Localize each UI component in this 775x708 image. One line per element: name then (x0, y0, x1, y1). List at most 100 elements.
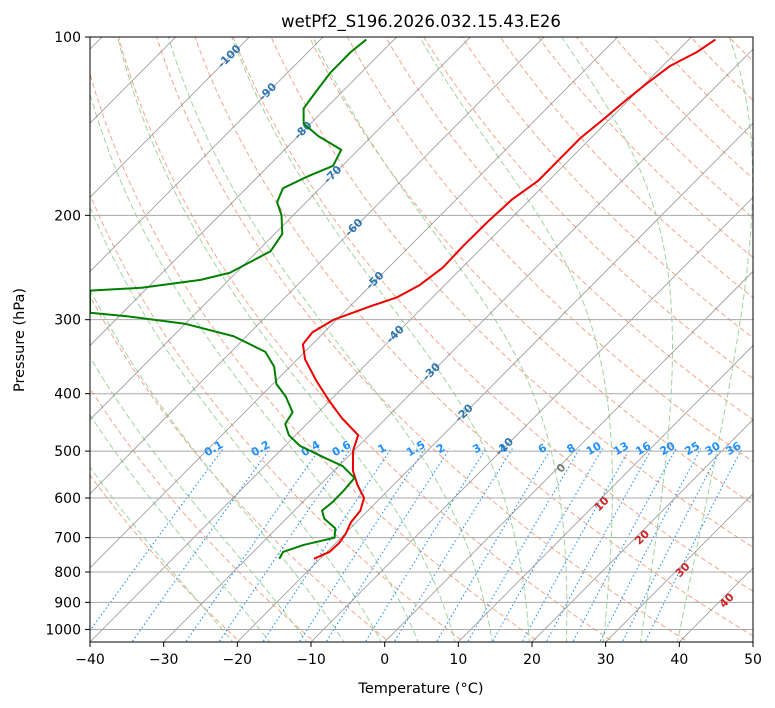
mixing-ratio-label: 25 (682, 439, 702, 458)
mixing-ratio-line (572, 448, 677, 642)
mixing-ratio-line (298, 448, 426, 642)
mixing-ratio-line (466, 448, 581, 642)
x-tick-label: 20 (523, 652, 541, 668)
dry-adiabat-line (90, 474, 241, 642)
mixing-ratio-label: 0.1 (202, 438, 225, 459)
line-annotations: 0.1 0.2 0.4 0.6 1 1.5 2 3 4 6 8 10 13 16 20 25 30 36-100-… (202, 42, 744, 611)
dry-adiabat-line (118, 37, 615, 642)
x-tick-label: 40 (670, 652, 688, 668)
isotherm-line (90, 37, 472, 421)
dry-adiabat-line (754, 24, 775, 645)
dry-adiabat-line (90, 295, 391, 642)
isotherm-line (752, 641, 753, 642)
x-tick-label: −30 (149, 652, 179, 668)
moist-adiabat-line (90, 466, 234, 642)
isotherm-line (531, 419, 753, 642)
moist-adiabat-line (312, 37, 568, 642)
mixing-ratio-label: 10 (584, 439, 604, 458)
profiles (90, 38, 716, 560)
mixing-ratio-label: 16 (633, 439, 653, 458)
isotherm-line (90, 37, 619, 569)
mixing-ratio-label: 13 (611, 439, 631, 458)
chart-title: wetPf2_S196.2026.032.15.43.E26 (281, 12, 561, 32)
x-axis: −40 −30 −20 −10 0 10 20 30 40 50 (75, 642, 762, 668)
moist-adiabat-line (676, 37, 753, 642)
x-tick-label: −40 (75, 652, 105, 668)
mixing-ratio-label: 8 (564, 441, 577, 456)
y-tick-label: 900 (54, 595, 81, 611)
mixing-ratio-line (599, 448, 702, 642)
dry-adiabat-line (308, 37, 753, 505)
dry-adiabat-line (575, 37, 753, 219)
temperature-profile-line (301, 38, 716, 560)
mixing-ratio-line (185, 448, 321, 642)
x-tick-label: −10 (296, 652, 326, 668)
x-tick-label: 10 (449, 652, 467, 668)
mixing-ratio-label: 6 (536, 441, 549, 456)
moist-adiabat-line (231, 37, 530, 642)
y-tick-label: 300 (54, 313, 81, 329)
dry-adiabat-line (728, 37, 753, 63)
moist-adiabat-line (167, 37, 493, 642)
plot-frame (89, 36, 754, 643)
y-tick-label: 600 (54, 491, 81, 507)
pressure-gridlines (90, 37, 753, 630)
dry-adiabat-line (652, 37, 753, 140)
y-tick-label: 700 (54, 531, 81, 547)
mixing-ratio-label: 20 (658, 439, 678, 458)
mixing-ratio-label: 30 (703, 439, 723, 458)
mixing-ratio-line (218, 448, 352, 642)
x-tick-label: 0 (380, 652, 389, 668)
dry-adiabat-line (270, 37, 753, 548)
y-axis: 1000 900 800 700 600 500 400 300 200 100 (45, 30, 90, 638)
y-axis-title: Pressure (hPa) (12, 288, 28, 392)
background-lines (90, 24, 775, 645)
moist-adiabat-line (561, 37, 673, 642)
isotherm-line (605, 493, 753, 642)
x-tick-label: 30 (597, 652, 615, 668)
y-tick-label: 800 (54, 565, 81, 581)
mixing-ratio-label: 0.2 (249, 438, 272, 459)
dewpoint-profile-line (90, 38, 367, 560)
mixing-ratio-label: 2 (434, 441, 447, 456)
y-tick-label: 400 (54, 387, 81, 403)
mixing-ratio-line (364, 448, 487, 642)
mixing-ratio-line (621, 448, 722, 642)
x-tick-label: 50 (744, 652, 762, 668)
y-tick-label: 1000 (45, 622, 81, 638)
mixing-ratio-line (521, 448, 631, 642)
y-tick-label: 100 (54, 30, 81, 46)
mixing-ratio-line (393, 448, 513, 642)
isotherm-line (90, 37, 545, 495)
dry-adiabat-line (499, 37, 753, 299)
x-tick-label: −20 (223, 652, 253, 668)
dry-adiabat-line (156, 37, 690, 642)
mixing-ratio-line (435, 448, 552, 642)
y-tick-label: 500 (54, 444, 81, 460)
dry-adiabat-line (90, 387, 316, 642)
moist-adiabat-line (117, 37, 456, 642)
dry-adiabat-line (461, 37, 753, 339)
isotherm-label: -90 (256, 80, 279, 103)
dry-adiabat-line (385, 37, 753, 421)
mixing-ratio-line (491, 448, 603, 642)
moist-adiabat-line (419, 37, 613, 642)
mixing-ratio-label: 36 (724, 439, 744, 458)
dry-adiabat-line (346, 37, 753, 463)
mixing-ratio-line (644, 448, 743, 642)
wetbulb-label: 40 (717, 590, 737, 610)
y-tick-label: 200 (54, 208, 81, 224)
moist-adiabat-line (90, 414, 271, 642)
dry-adiabat-line (613, 37, 753, 180)
wetbulb-label: 30 (673, 560, 693, 580)
isotherm-line (457, 344, 753, 642)
moist-adiabat-line (90, 92, 419, 642)
moist-adiabat-line (90, 356, 308, 642)
isotherm-line (384, 270, 753, 642)
mixing-ratio-label: 1.5 (404, 438, 427, 459)
isotherm-label: -30 (420, 360, 443, 383)
mixing-ratio-line (325, 448, 451, 642)
isotherm-label: -60 (342, 216, 365, 239)
isotherm-line (90, 37, 324, 273)
